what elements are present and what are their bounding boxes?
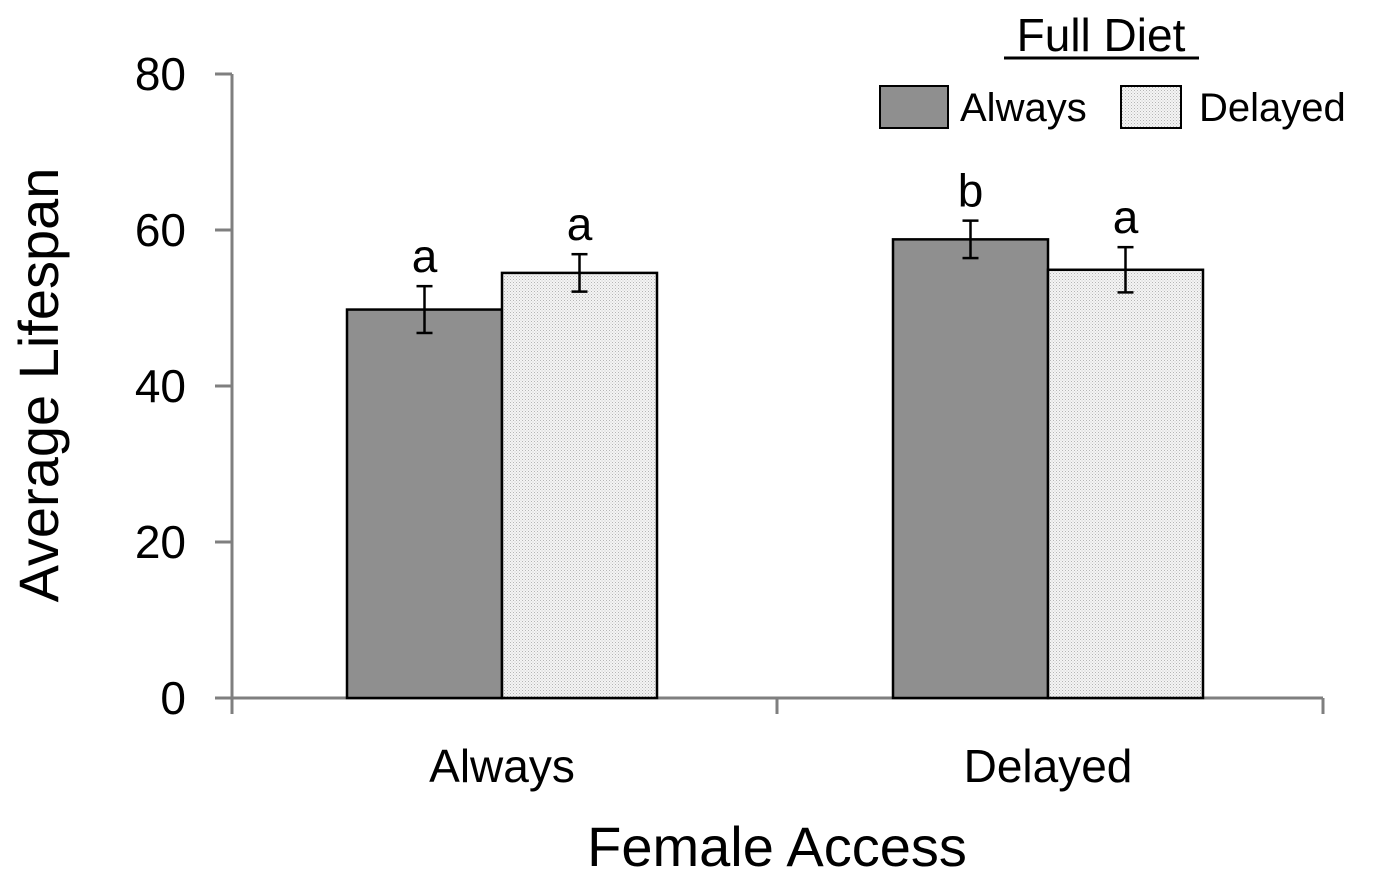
legend-swatch-always [879,85,949,129]
bar [1046,268,1205,700]
x-axis-title: Female Access [587,815,967,873]
y-axis-title: Average Lifespan [7,168,70,603]
legend: Full Diet Always Delayed [879,9,1346,130]
bar [345,308,504,700]
significance-label: a [412,230,438,282]
y-tick-label: 20 [135,516,186,568]
legend-swatch-delayed [1120,85,1182,129]
y-tick-label: 60 [135,204,186,256]
labels: Always Delayed a b a a [412,165,1139,792]
bars [345,219,1205,700]
y-tick-label: 0 [160,672,186,724]
legend-label-always: Always [960,86,1087,130]
significance-label: a [567,198,593,250]
significance-label: a [1113,191,1139,243]
legend-title: Full Diet [1017,9,1186,61]
significance-label: b [958,165,984,217]
y-tick-label: 40 [135,360,186,412]
y-tick-label: 80 [135,48,186,100]
x-tick-label: Always [429,740,575,792]
legend-label-delayed: Delayed [1199,86,1346,130]
bar [891,238,1050,700]
bar [500,271,659,700]
x-tick-label: Delayed [964,740,1133,792]
